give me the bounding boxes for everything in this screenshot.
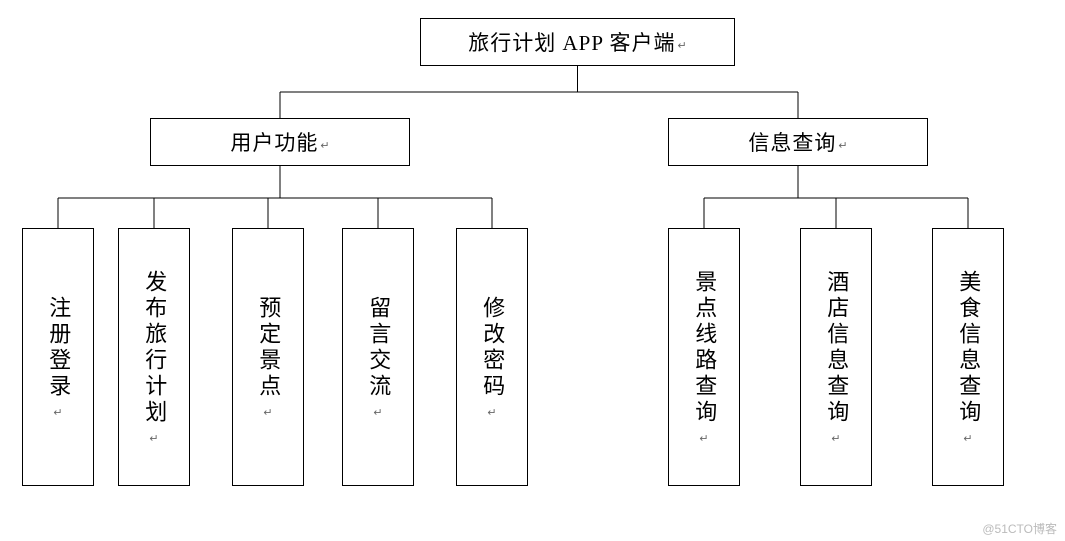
leaf-register-login: 注册登录 ↵ (22, 228, 94, 486)
watermark: @51CTO博客 (982, 520, 1057, 537)
node-marker: ↵ (373, 406, 382, 419)
node-marker: ↵ (320, 139, 329, 152)
node-marker: ↵ (149, 432, 158, 445)
leaf-label: 留言交流 (364, 296, 393, 400)
leaf-route-query: 景点线路查询 ↵ (668, 228, 740, 486)
leaf-label: 预定景点 (254, 296, 283, 400)
node-marker: ↵ (963, 432, 972, 445)
leaf-food-query: 美食信息查询 ↵ (932, 228, 1004, 486)
leaf-label: 发布旅行计划 (140, 270, 169, 426)
root-label: 旅行计划 APP 客户端 (468, 27, 675, 57)
leaf-publish-plan: 发布旅行计划 ↵ (118, 228, 190, 486)
leaf-label: 美食信息查询 (954, 270, 983, 426)
leaf-label: 景点线路查询 (690, 270, 719, 426)
node-label: 信息查询 (748, 127, 836, 157)
root-node: 旅行计划 APP 客户端 ↵ (420, 18, 735, 66)
leaf-book-spot: 预定景点 ↵ (232, 228, 304, 486)
node-marker: ↵ (831, 432, 840, 445)
node-marker: ↵ (678, 39, 687, 52)
leaf-hotel-query: 酒店信息查询 ↵ (800, 228, 872, 486)
leaf-label: 修改密码 (478, 296, 507, 400)
leaf-message: 留言交流 ↵ (342, 228, 414, 486)
leaf-label: 注册登录 (44, 296, 73, 400)
node-info-query: 信息查询 ↵ (668, 118, 928, 166)
node-marker: ↵ (838, 139, 847, 152)
node-label: 用户功能 (230, 127, 318, 157)
node-marker: ↵ (263, 406, 272, 419)
node-marker: ↵ (699, 432, 708, 445)
leaf-change-pwd: 修改密码 ↵ (456, 228, 528, 486)
leaf-label: 酒店信息查询 (822, 270, 851, 426)
node-marker: ↵ (53, 406, 62, 419)
node-marker: ↵ (487, 406, 496, 419)
node-user-functions: 用户功能 ↵ (150, 118, 410, 166)
